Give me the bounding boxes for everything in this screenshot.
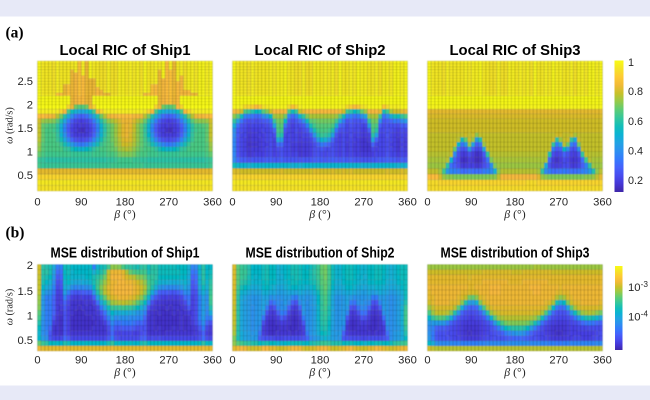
svg-text:0.5: 0.5: [17, 170, 33, 182]
svg-text:90: 90: [75, 196, 87, 208]
svg-text:0: 0: [424, 354, 430, 366]
svg-text:Local RIC of Ship2: Local RIC of Ship2: [255, 43, 386, 59]
svg-text:180: 180: [506, 196, 525, 208]
svg-text:360: 360: [203, 196, 222, 208]
svg-text:0: 0: [34, 196, 40, 208]
svg-text:90: 90: [75, 354, 87, 366]
svg-text:0.6: 0.6: [628, 116, 643, 128]
svg-text:180: 180: [116, 196, 135, 208]
svg-text:Local RIC of Ship3: Local RIC of Ship3: [450, 43, 581, 59]
svg-text:2: 2: [27, 100, 33, 112]
svg-text:2.5: 2.5: [17, 76, 33, 88]
svg-text:0.5: 0.5: [17, 335, 33, 347]
svg-text:270: 270: [159, 196, 178, 208]
svg-text:β (°): β (°): [503, 365, 525, 379]
svg-text:1: 1: [27, 311, 33, 323]
svg-text:90: 90: [270, 196, 282, 208]
svg-text:10-3: 10-3: [628, 279, 648, 294]
svg-text:360: 360: [593, 354, 612, 366]
svg-text:1: 1: [27, 147, 33, 159]
svg-text:(b): (b): [6, 225, 25, 242]
svg-text:β (°): β (°): [308, 365, 330, 379]
svg-text:β (°): β (°): [113, 207, 135, 221]
svg-text:β (°): β (°): [113, 365, 135, 379]
svg-text:MSE distribution of Ship2: MSE distribution of Ship2: [246, 246, 395, 262]
svg-text:ω (rad/s): ω (rad/s): [5, 289, 16, 326]
svg-text:1: 1: [628, 57, 634, 69]
svg-text:90: 90: [270, 354, 282, 366]
svg-text:MSE distribution of Ship1: MSE distribution of Ship1: [51, 246, 200, 262]
svg-text:180: 180: [311, 196, 330, 208]
svg-text:270: 270: [354, 354, 373, 366]
svg-text:10-4: 10-4: [628, 309, 648, 324]
svg-text:180: 180: [311, 354, 330, 366]
svg-text:270: 270: [159, 354, 178, 366]
svg-text:360: 360: [593, 196, 612, 208]
svg-text:360: 360: [398, 354, 417, 366]
svg-text:0: 0: [229, 354, 235, 366]
svg-text:1.5: 1.5: [17, 123, 33, 135]
svg-text:0: 0: [424, 196, 430, 208]
svg-text:90: 90: [465, 354, 477, 366]
svg-text:180: 180: [506, 354, 525, 366]
svg-text:β (°): β (°): [308, 207, 330, 221]
svg-text:90: 90: [465, 196, 477, 208]
svg-text:MSE distribution of Ship3: MSE distribution of Ship3: [441, 246, 590, 262]
svg-text:0.4: 0.4: [628, 146, 643, 158]
svg-text:0.2: 0.2: [628, 175, 643, 187]
svg-text:0: 0: [34, 354, 40, 366]
svg-text:270: 270: [354, 196, 373, 208]
svg-text:360: 360: [203, 354, 222, 366]
svg-text:2: 2: [27, 260, 33, 272]
svg-text:β (°): β (°): [503, 207, 525, 221]
svg-text:(a): (a): [6, 25, 24, 42]
svg-text:0: 0: [229, 196, 235, 208]
svg-text:0.8: 0.8: [628, 86, 643, 98]
svg-text:Local RIC of Ship1: Local RIC of Ship1: [60, 43, 191, 59]
svg-text:180: 180: [116, 354, 135, 366]
svg-text:ω (rad/s): ω (rad/s): [5, 107, 16, 144]
svg-text:270: 270: [549, 196, 568, 208]
svg-text:270: 270: [549, 354, 568, 366]
svg-text:360: 360: [398, 196, 417, 208]
svg-text:1.5: 1.5: [17, 286, 33, 298]
